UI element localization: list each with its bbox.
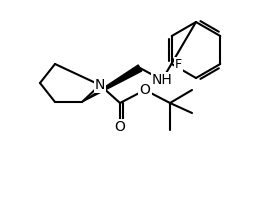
Polygon shape bbox=[82, 65, 142, 102]
Text: O: O bbox=[115, 120, 125, 134]
Text: NH: NH bbox=[152, 73, 172, 87]
Text: N: N bbox=[95, 78, 105, 92]
Text: F: F bbox=[175, 57, 182, 70]
Text: O: O bbox=[139, 83, 150, 97]
